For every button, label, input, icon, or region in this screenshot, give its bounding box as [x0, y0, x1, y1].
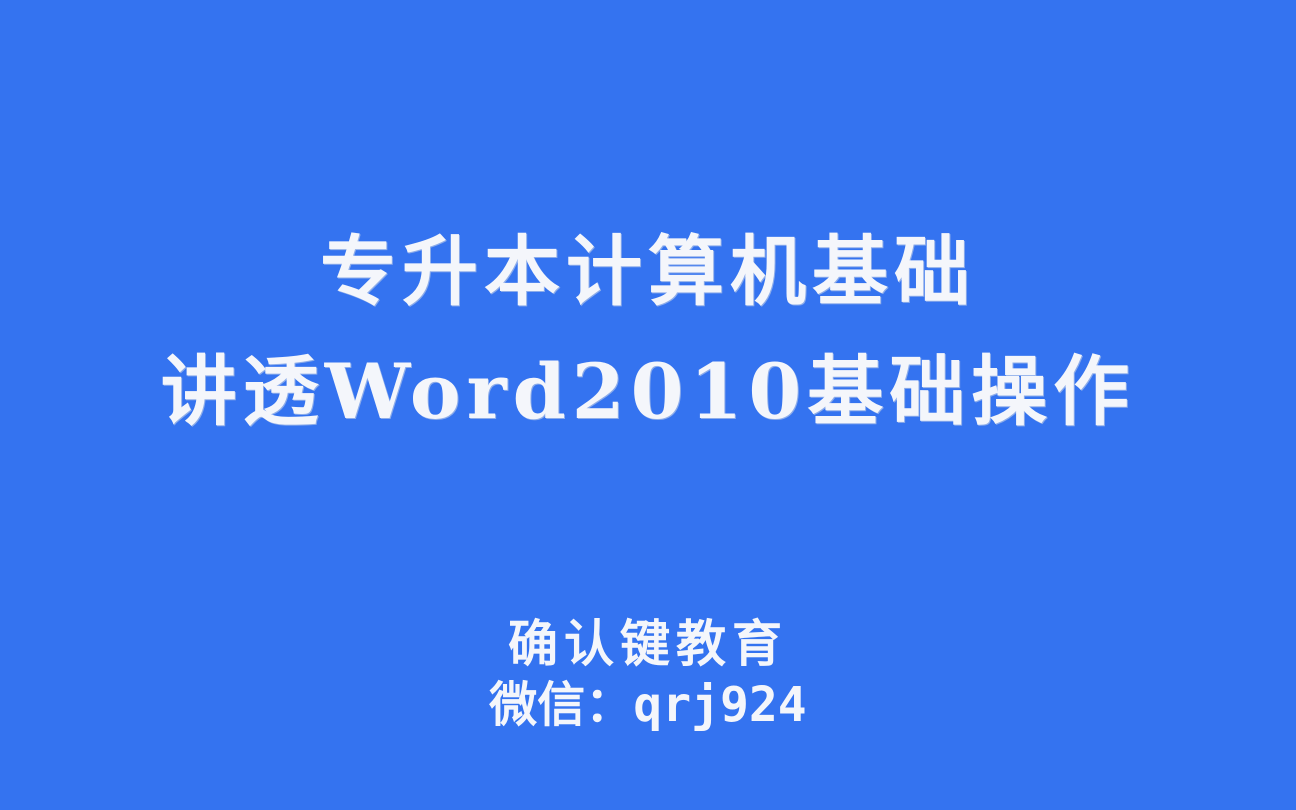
org-name: 确认键教育	[508, 614, 788, 673]
title-line-1: 专升本计算机基础	[320, 227, 976, 316]
footer-block: 确认键教育 微信：qrj924	[0, 612, 1296, 734]
title-line-2: 讲透Word2010基础操作	[160, 347, 1136, 436]
wechat-contact: 微信：qrj924	[489, 677, 807, 733]
title-block: 专升本计算机基础 讲透Word2010基础操作	[0, 212, 1296, 452]
